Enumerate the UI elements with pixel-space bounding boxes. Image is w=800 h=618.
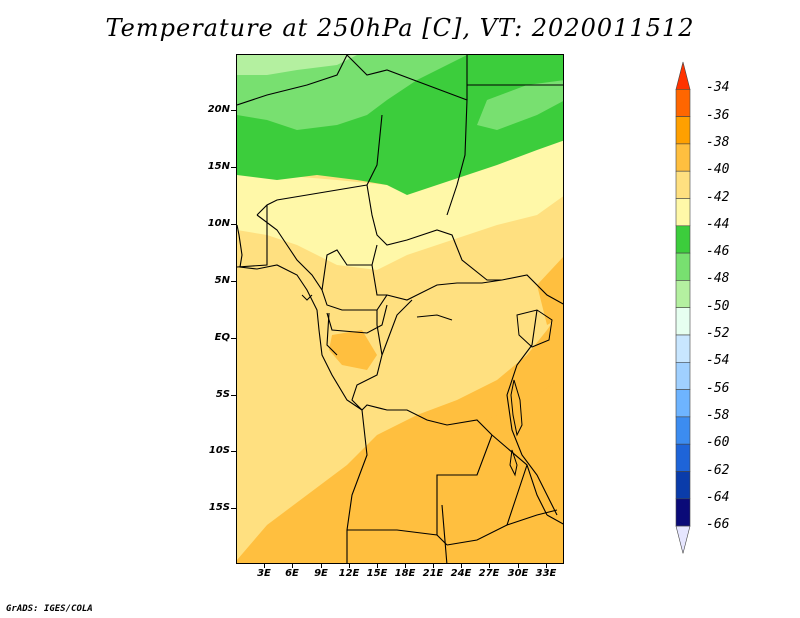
legend-color-box [675,307,691,336]
lat-label-10s: 10S [208,445,230,456]
lat-label-20n: 20N [207,104,230,115]
lat-label-15n: 15N [207,161,230,172]
chart-title: Temperature at 250hPa [C], VT: 202001151… [105,14,695,42]
lat-tick [231,281,236,282]
legend-label: -36 [706,107,730,123]
legend-color-box [675,198,691,227]
lat-label-10n: 10N [207,218,230,229]
legend-color-box [675,416,691,445]
legend-label: -50 [706,298,730,314]
lon-label-21e: 21E [422,568,444,579]
lon-label-18e: 18E [394,568,416,579]
lon-tick [546,564,547,568]
legend-label: -44 [706,216,730,232]
lon-label-3e: 3E [257,568,271,579]
lon-label-27e: 27E [478,568,500,579]
lon-tick [405,564,406,568]
legend-label: -64 [706,489,730,505]
legend-label: -40 [706,162,730,178]
legend-label: -60 [706,435,730,451]
legend-color-box [675,170,691,199]
legend-label: -52 [706,326,730,341]
lat-label-5s: 5S [215,389,230,400]
lon-tick [433,564,434,568]
lat-tick [231,224,236,225]
footer-credit: GrADS: IGES/COLA [6,604,93,614]
lon-label-33e: 33E [535,568,557,579]
legend-label: -58 [706,407,730,423]
contour-fill-38-patch [329,330,377,370]
legend-color-box [675,143,691,172]
legend-color-box [675,252,691,281]
legend-label: -42 [706,189,730,205]
lat-tick [231,338,236,339]
contour-fill-44 [237,55,563,195]
legend-color-box [675,116,691,145]
lat-tick [231,451,236,452]
lon-label-9e: 9E [314,568,328,579]
legend-color-box [675,280,691,308]
lon-tick [461,564,462,568]
lon-label-12e: 12E [338,568,360,579]
lon-tick [518,564,519,568]
lat-label-15s: 15S [208,502,230,513]
lat-tick [231,508,236,509]
lat-tick [231,110,236,111]
legend-color-box [675,443,691,472]
legend-arrow-top [675,61,691,90]
legend-arrow-bottom [675,525,691,554]
lon-tick [292,564,293,568]
legend-label: -38 [706,134,730,150]
legend-color-box [675,361,691,390]
lon-tick [377,564,378,568]
legend-color-box [675,88,691,117]
legend-label: -34 [706,80,730,96]
lat-tick [231,167,236,168]
lon-tick [321,564,322,568]
legend-label: -56 [706,380,730,396]
contour-fill-46-ne [477,80,563,130]
contour-fill-38-angola [297,376,563,563]
lon-label-30e: 30E [507,568,529,579]
lon-label-15e: 15E [366,568,388,579]
contour-fill-42 [237,116,563,270]
legend-color-box [675,225,691,254]
coastline [237,224,363,411]
legend-color-box [675,471,691,500]
contour-fill-46 [237,55,467,130]
lat-tick [231,395,236,396]
lon-label-24e: 24E [450,568,472,579]
legend-label: -66 [706,517,730,533]
lat-label-eq: EQ [214,332,230,343]
legend-label: -48 [706,271,730,287]
legend-color-box [675,334,691,363]
temperature-field [237,55,563,563]
legend-label: -62 [706,462,730,478]
legend-label: -46 [706,244,730,260]
contour-fill-38-east [537,257,563,325]
legend-label: -54 [706,353,730,369]
lon-tick [489,564,490,568]
lat-label-5n: 5N [214,275,230,286]
contour-fill-48 [237,55,357,75]
lon-tick [264,564,265,568]
country-borders [237,55,563,563]
map-plot [236,54,564,564]
lon-tick [349,564,350,568]
lon-label-6e: 6E [285,568,299,579]
color-legend [675,61,691,554]
legend-color-box [675,389,691,418]
legend-color-box [675,498,691,527]
lake-outlines [301,294,553,477]
